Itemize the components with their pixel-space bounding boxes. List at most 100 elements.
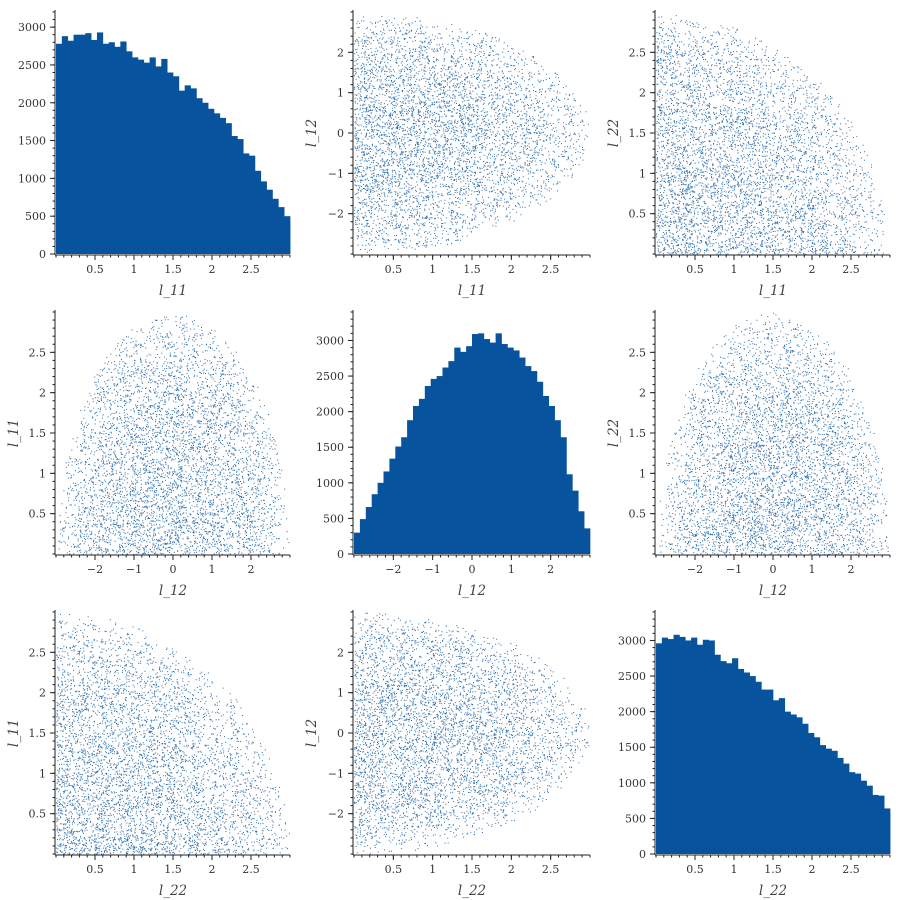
histogram-bar [132,57,139,255]
x-tick-label: 0.5 [86,863,104,876]
histogram-bar [413,405,420,554]
y-tick-label: 3000 [18,21,46,34]
y-tick-label: 2000 [316,406,344,419]
histogram-bar [442,367,449,554]
y-tick-label: 2000 [618,706,646,719]
histogram-bar [767,689,774,854]
histogram-bar [126,51,133,254]
histogram-bar [477,333,485,554]
histogram-bar [167,72,174,254]
histogram-bar [878,795,885,854]
histogram-bar [67,40,74,254]
histogram-bar [208,108,215,254]
x-tick-label: 1 [429,863,436,876]
histogram-bar [860,780,867,854]
x-tick-label: 1 [131,263,138,276]
y-tick-label: 2.5 [29,346,47,359]
x-tick-label: 2.5 [242,263,260,276]
x-tick-label: 2.5 [842,263,860,276]
x-tick-label: −2 [87,563,103,576]
x-tick-label: 1.5 [463,863,481,876]
histogram-bar [359,519,367,554]
histogram-bar [278,207,285,254]
histogram-bar [837,757,844,854]
y-tick-label: 0.5 [29,508,47,521]
x-tick-label: −1 [126,563,142,576]
histogram-bar [667,639,674,854]
y-tick-label: 1 [39,767,46,780]
histogram-bar [808,733,815,854]
x-tick-label: 1.5 [463,263,481,276]
y-tick-label: 2.5 [629,46,647,59]
histogram-bar [854,773,862,854]
y-tick-label: 500 [25,210,46,223]
x-tick-label: 2 [547,563,554,576]
histogram-bar [507,347,514,554]
scatter-points [354,612,590,855]
x-tick-label: 1.5 [764,863,782,876]
histogram-bar [761,689,768,854]
histogram-bar [696,644,704,854]
histogram-bar [243,153,250,254]
histogram-bar [661,637,669,854]
histogram-bar [354,532,361,554]
histogram-bar [773,700,780,854]
y-tick-label: 0 [337,127,344,140]
histogram-bar [237,139,244,254]
histogram-bar [371,494,378,554]
histogram-bar [519,357,526,554]
y-tick-label: 0 [639,848,646,861]
y-axis-label: l_11 [6,719,22,747]
histogram-bar [219,117,226,255]
histogram-bar [407,420,414,554]
x-tick-label: 1 [731,263,738,276]
histogram-bar [213,113,221,254]
y-axis-label: l_22 [606,419,622,447]
scatter-point-cloud [58,315,290,555]
histogram-bar [190,88,197,254]
histogram-bar [743,672,750,854]
x-tick-label: 2 [809,263,816,276]
x-axis-label: l_22 [159,883,187,899]
x-tick-label: 1.5 [164,263,182,276]
y-tick-label: 1 [639,467,646,480]
scatter-point-cloud [656,15,885,255]
histogram-bar [483,339,491,554]
histogram-bar [566,474,573,554]
y-tick-label: 1.5 [629,427,647,440]
histogram-bar [501,344,508,554]
y-tick-label: −1 [328,767,344,780]
x-tick-label: 2 [848,563,855,576]
x-tick-label: 2.5 [542,263,560,276]
histogram-bar [673,634,680,854]
x-axis-label: l_11 [458,283,486,299]
y-tick-label: 0 [337,727,344,740]
histogram-bar [173,76,180,254]
x-tick-label: 2 [209,863,216,876]
x-tick-label: 1.5 [164,863,182,876]
axes: 0.5 1 1.5 2 2.5 −2 −1 0 1 2 [328,610,591,876]
histogram-bar [813,737,821,854]
histogram-bar [708,640,715,854]
histogram-bar [691,637,698,854]
y-tick-label: 2 [639,387,646,400]
scatter-points [58,315,290,555]
y-tick-label: 1 [639,167,646,180]
histogram-bars [354,333,591,554]
histogram-bars [56,32,291,255]
scatter-points [354,16,589,253]
histogram-bar [656,643,663,854]
histogram-bar [365,507,373,554]
histogram-bar [866,785,873,854]
histogram-bar [389,458,396,554]
histogram-bar [679,636,686,854]
y-tick-label: 1.5 [29,427,47,440]
histogram-bar [714,654,721,854]
y-tick-label: 2500 [618,670,646,683]
histogram-bar [755,681,762,854]
histogram-bar [225,123,232,254]
histogram-bar [424,386,432,554]
y-tick-label: 1000 [18,172,46,185]
histogram-bar [872,794,879,854]
